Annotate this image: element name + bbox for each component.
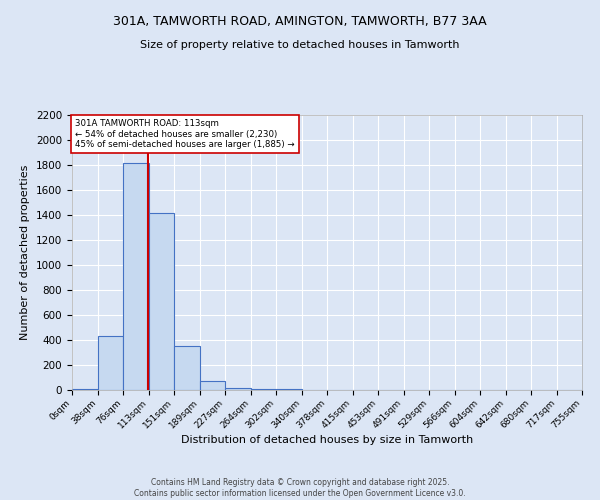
Bar (149, 212, 174, 390)
Text: 301A, TAMWORTH ROAD, AMINGTON, TAMWORTH, B77 3AA: 301A, TAMWORTH ROAD, AMINGTON, TAMWORTH,… (113, 15, 487, 28)
X-axis label: Distribution of detached houses by size in Tamworth: Distribution of detached houses by size … (181, 436, 473, 446)
Bar (251, 389, 276, 390)
Bar (72, 389, 97, 390)
Bar (123, 162, 149, 390)
Bar (97, 336, 123, 390)
Text: Contains HM Land Registry data © Crown copyright and database right 2025.
Contai: Contains HM Land Registry data © Crown c… (134, 478, 466, 498)
Bar (225, 388, 251, 390)
Text: Size of property relative to detached houses in Tamworth: Size of property relative to detached ho… (140, 40, 460, 50)
Bar (174, 346, 199, 390)
Y-axis label: Number of detached properties: Number of detached properties (20, 165, 31, 340)
Bar (199, 380, 225, 390)
Text: 301A TAMWORTH ROAD: 113sqm
← 54% of detached houses are smaller (2,230)
45% of s: 301A TAMWORTH ROAD: 113sqm ← 54% of deta… (76, 120, 295, 149)
